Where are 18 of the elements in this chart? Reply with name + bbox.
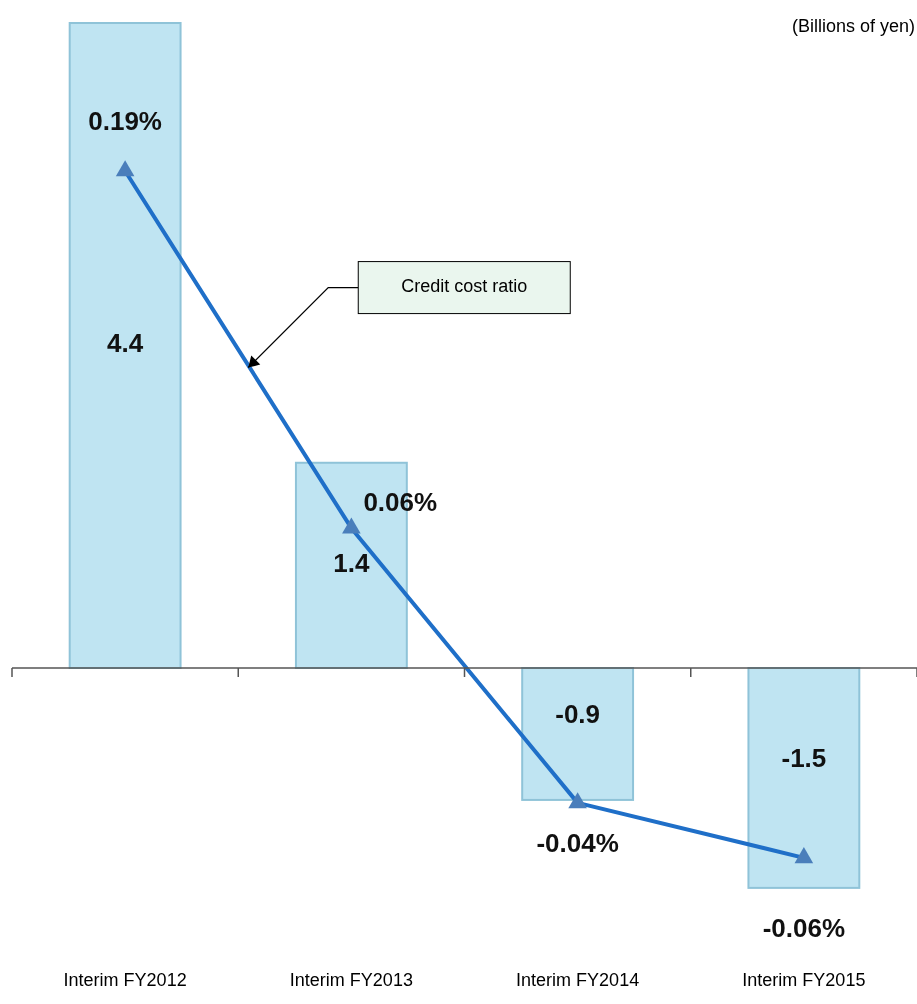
x-tick-label: Interim FY2013	[289, 970, 413, 990]
data-label: -1.5	[781, 742, 827, 773]
data-label: 4.4	[107, 328, 144, 359]
annotation: (Billions of yen)	[791, 16, 915, 36]
x-tick-label: Interim FY2015	[742, 970, 866, 990]
data-label: -0.06%	[762, 912, 846, 943]
point	[568, 792, 587, 809]
x-tick-label: Interim FY2014	[516, 970, 640, 990]
data-label: 1.4	[333, 548, 370, 579]
point	[115, 160, 135, 177]
point	[342, 517, 361, 534]
x-tick-label: Interim FY2012	[63, 970, 187, 990]
data-label: -0.9	[555, 698, 601, 729]
point	[794, 847, 814, 864]
data-label: 0.19%	[88, 105, 162, 136]
data-label: 0.06%	[363, 487, 438, 518]
text: Credit cost ratio	[401, 276, 528, 297]
data-label: -0.04%	[536, 827, 619, 858]
